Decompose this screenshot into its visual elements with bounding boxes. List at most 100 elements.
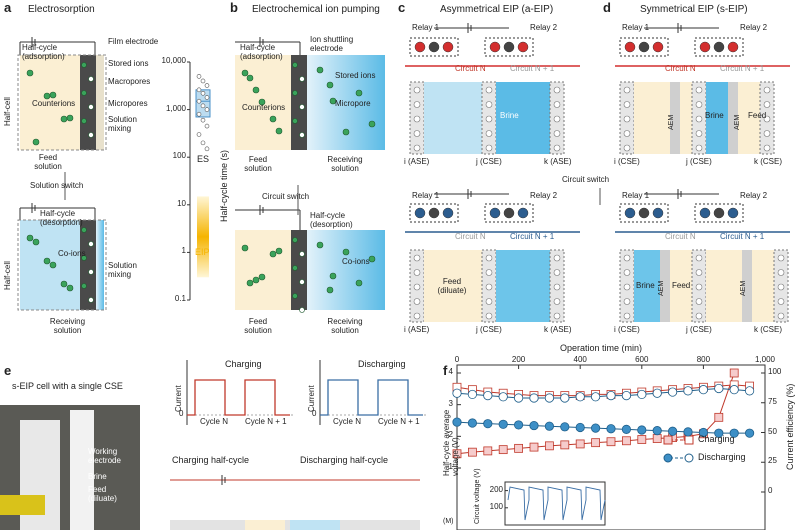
y-tick-label: 4 xyxy=(448,367,453,376)
y-tick-label: 10 xyxy=(177,198,186,208)
label: Feed solution xyxy=(34,153,62,171)
voltage-marker xyxy=(498,419,508,429)
solution xyxy=(742,250,752,322)
electrode-site xyxy=(413,130,421,137)
efficiency-marker xyxy=(467,389,477,400)
relay-contact xyxy=(638,41,650,53)
es-point xyxy=(204,123,210,129)
es-point xyxy=(204,83,210,88)
solution xyxy=(738,82,760,154)
voltage-marker xyxy=(467,447,477,457)
ion xyxy=(275,127,283,135)
label: Current xyxy=(174,385,183,412)
x-tick-label: 200 xyxy=(511,355,526,364)
label: Circuit switch xyxy=(562,175,610,184)
es-point xyxy=(196,111,202,117)
ion xyxy=(88,241,94,247)
es-point xyxy=(200,91,206,96)
ion xyxy=(299,251,305,257)
ion xyxy=(32,138,40,146)
ion xyxy=(81,90,87,96)
electrode-site xyxy=(553,144,561,152)
electrode-site xyxy=(623,298,631,305)
electrode-site xyxy=(695,269,703,276)
relay xyxy=(694,203,744,223)
voltage-marker xyxy=(698,427,709,438)
solution xyxy=(496,250,550,322)
y2-axis-label: Current efficiency (%) xyxy=(785,383,795,470)
solution xyxy=(424,82,482,154)
eip-range xyxy=(197,196,209,278)
voltage-marker xyxy=(483,419,493,429)
electrode-site xyxy=(485,101,493,108)
label: Discharging xyxy=(358,359,406,369)
electrode-site xyxy=(485,254,493,262)
ion xyxy=(326,286,334,294)
electrode-site xyxy=(623,115,631,123)
voltage-marker xyxy=(514,443,523,453)
voltage-marker xyxy=(606,437,616,447)
electrode-site xyxy=(485,283,493,291)
label: Brine xyxy=(636,281,655,290)
es-point xyxy=(200,140,206,146)
ion xyxy=(252,276,260,284)
label: Half-cell xyxy=(3,97,12,126)
solution xyxy=(706,82,728,154)
solution xyxy=(634,82,670,154)
ion xyxy=(66,284,74,292)
label: Relay 2 xyxy=(740,23,768,32)
x-tick-label: 800 xyxy=(696,355,711,364)
electrode-site xyxy=(413,254,421,262)
relay-contact xyxy=(489,207,501,219)
relay-contact xyxy=(503,207,515,219)
label: j (CSE) xyxy=(686,325,712,334)
electrode xyxy=(291,230,307,310)
relay-contact xyxy=(414,41,426,53)
label: Circuit switch xyxy=(262,192,310,201)
inset-y-label: Circuit voltage (V) xyxy=(474,468,481,524)
y2-tick-label: 0 xyxy=(768,486,773,495)
label: i (ASE) xyxy=(404,325,430,334)
solution xyxy=(752,250,774,322)
relay-contact xyxy=(652,207,664,219)
ion xyxy=(43,257,51,265)
label: Current xyxy=(307,385,316,412)
label: Relay 1 xyxy=(622,23,650,32)
ion xyxy=(88,76,94,82)
ion xyxy=(241,69,249,77)
legend-marker xyxy=(684,435,694,445)
panel-label: a xyxy=(4,0,12,15)
relay-contact xyxy=(624,207,636,219)
ion xyxy=(368,120,376,128)
x-tick-label: 600 xyxy=(635,355,649,364)
ion xyxy=(60,115,68,123)
label: Relay 1 xyxy=(412,191,440,200)
ion xyxy=(241,244,249,252)
electrode-site xyxy=(413,86,421,94)
electrode-site xyxy=(695,144,703,152)
label: j (CSE) xyxy=(476,325,502,334)
label: Relay 2 xyxy=(530,191,558,200)
voltage-marker xyxy=(560,440,570,450)
legend-label: Discharging xyxy=(698,452,746,462)
voltage-marker xyxy=(544,421,555,431)
ion xyxy=(49,261,57,269)
ion xyxy=(81,118,87,124)
panel-title: Symmetrical EIP (s-EIP) xyxy=(640,4,748,15)
label: Charging half-cycle xyxy=(172,455,250,465)
voltage-marker xyxy=(575,439,585,449)
voltage-marker xyxy=(529,420,539,431)
electrode-site xyxy=(413,312,421,320)
voltage-marker xyxy=(714,428,724,438)
electrode-site xyxy=(553,312,561,320)
label: EIP xyxy=(195,247,210,258)
label: Circuit N xyxy=(665,64,696,73)
label: Relay 2 xyxy=(740,191,768,200)
label: Relay 2 xyxy=(530,23,558,32)
label: Feed xyxy=(748,111,767,120)
ion xyxy=(88,297,94,303)
label: AEM xyxy=(740,280,747,296)
label: Feed (diluate) xyxy=(88,485,117,503)
